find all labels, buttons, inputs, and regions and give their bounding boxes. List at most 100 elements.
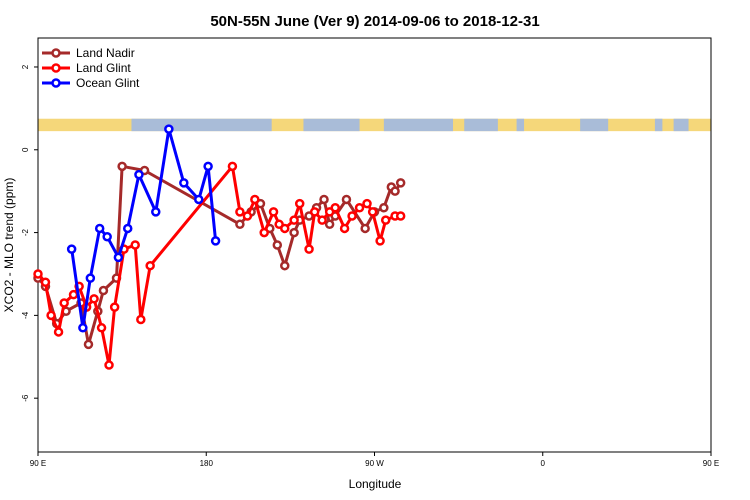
- legend-item: Ocean Glint: [42, 76, 140, 90]
- legend-label: Land Nadir: [76, 46, 135, 60]
- legend-label: Ocean Glint: [76, 76, 140, 90]
- data-point: [268, 207, 279, 217]
- ocean-band-segment: [303, 118, 360, 132]
- data-point: [102, 231, 112, 242]
- ocean-band-segment: [464, 118, 498, 132]
- y-tick-label: -6: [21, 394, 30, 402]
- data-point: [66, 244, 77, 254]
- data-point: [203, 161, 213, 172]
- data-point: [53, 327, 64, 337]
- x-axis: 90 E 180 90 W 0 90 E: [30, 452, 719, 468]
- legend-marker: [51, 78, 61, 88]
- data-point: [317, 215, 327, 225]
- data-point: [280, 260, 290, 271]
- data-point: [145, 260, 155, 271]
- data-point: [354, 202, 365, 213]
- data-point: [395, 211, 406, 221]
- legend-item: Land Glint: [42, 61, 131, 75]
- data-point: [227, 161, 238, 172]
- data-point: [242, 211, 253, 221]
- legend-label: Land Glint: [76, 61, 131, 75]
- data-point: [289, 227, 299, 238]
- series-land-glint: [33, 161, 406, 370]
- data-point: [294, 198, 305, 209]
- data-point: [395, 178, 406, 188]
- data-point: [235, 207, 245, 217]
- legend-item: Land Nadir: [42, 46, 135, 60]
- data-point: [309, 207, 320, 217]
- data-point: [117, 161, 127, 172]
- x-tick-label: 0: [541, 459, 546, 468]
- data-point: [122, 223, 133, 234]
- data-point: [210, 236, 221, 246]
- data-point: [379, 202, 389, 213]
- data-point: [104, 360, 114, 370]
- data-point: [96, 323, 107, 333]
- data-point: [83, 339, 94, 350]
- data-point: [59, 298, 69, 308]
- data-point: [339, 223, 350, 234]
- x-tick-label: 180: [200, 459, 214, 468]
- data-point: [304, 244, 314, 254]
- y-tick-label: 2: [21, 64, 30, 69]
- ocean-band-segment: [516, 118, 525, 132]
- data-point: [272, 240, 283, 250]
- ocean-band-segment: [383, 118, 454, 132]
- data-point: [347, 211, 357, 221]
- data-point: [40, 277, 51, 288]
- ocean-band-segment: [131, 118, 272, 132]
- data-point: [109, 302, 120, 312]
- data-point: [85, 273, 96, 283]
- data-point: [68, 289, 79, 300]
- data-point: [324, 219, 335, 230]
- data-point: [130, 240, 140, 250]
- x-tick-label: 90 E: [703, 459, 719, 468]
- data-point: [360, 223, 370, 234]
- data-point: [179, 178, 189, 188]
- data-point: [46, 310, 56, 321]
- y-tick-label: 0: [21, 147, 30, 152]
- x-tick-label: 90 W: [365, 459, 384, 468]
- data-point: [362, 198, 372, 209]
- y-tick-label: -4: [21, 311, 30, 319]
- data-point: [134, 169, 144, 180]
- data-point: [390, 186, 400, 196]
- legend-marker: [51, 48, 61, 58]
- data-point: [94, 223, 105, 234]
- data-point: [151, 207, 161, 217]
- data-point: [235, 219, 245, 230]
- ocean-band-segment: [580, 118, 609, 132]
- data-point: [164, 124, 174, 134]
- data-point: [194, 194, 204, 205]
- x-axis-label: Longitude: [349, 477, 402, 491]
- data-point: [280, 223, 290, 234]
- data-point: [78, 323, 88, 333]
- legend-marker: [51, 63, 61, 73]
- ocean-band-segment: [673, 118, 689, 132]
- data-point: [98, 285, 109, 296]
- data-point: [289, 215, 299, 225]
- data-point: [89, 294, 99, 304]
- data-point: [259, 227, 269, 238]
- data-point: [33, 269, 43, 279]
- ocean-band-segment: [654, 118, 663, 132]
- series-ocean-glint: [66, 124, 221, 333]
- y-axis: 2 0 -2 -4 -6: [21, 64, 38, 402]
- y-tick-label: -2: [21, 228, 30, 236]
- x-tick-label: 90 E: [30, 459, 46, 468]
- y-axis-label: XCO2 - MLO trend (ppm): [2, 178, 16, 313]
- data-point: [319, 194, 329, 205]
- data-point: [375, 236, 385, 246]
- data-point: [113, 252, 124, 263]
- data-point: [341, 194, 352, 205]
- series-layer: [33, 124, 406, 370]
- data-point: [330, 202, 340, 213]
- data-point: [380, 215, 391, 225]
- series-line: [36, 164, 401, 367]
- data-point: [367, 207, 378, 217]
- data-point: [136, 314, 146, 325]
- data-point: [250, 194, 260, 205]
